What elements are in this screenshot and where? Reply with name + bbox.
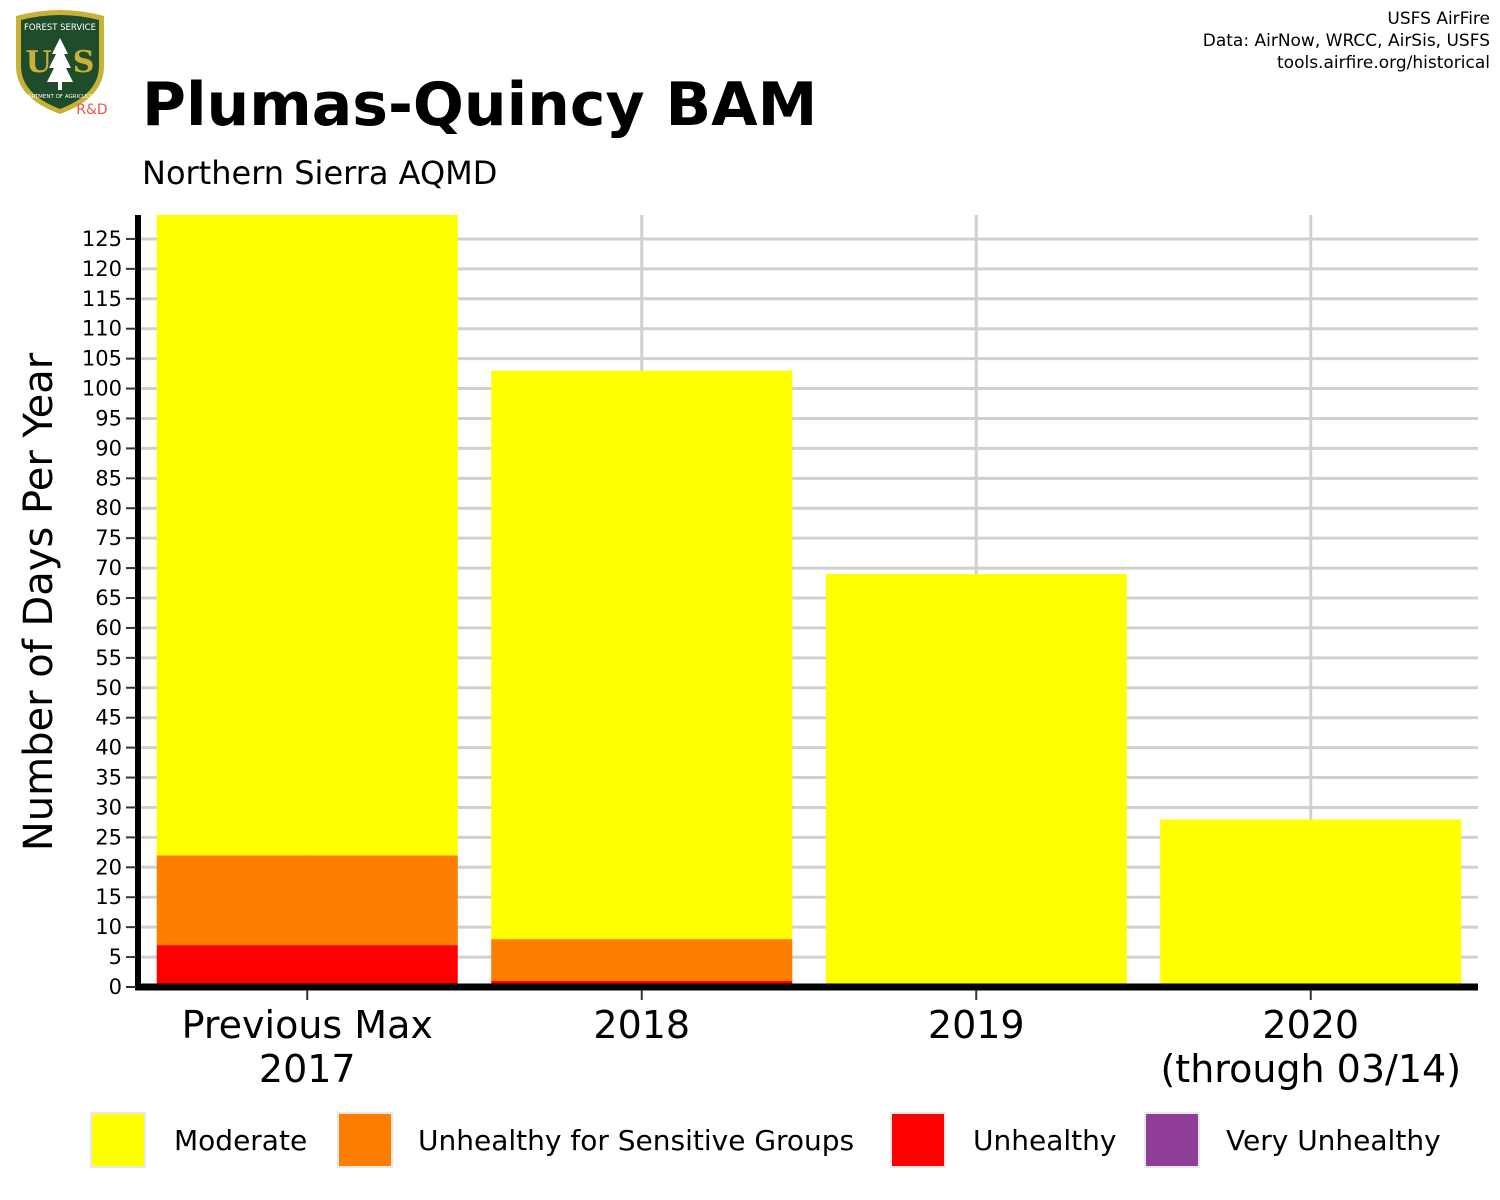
y-tick-label: 25: [95, 825, 122, 849]
logo-badge: R&D: [76, 102, 107, 118]
chart-subtitle: Northern Sierra AQMD: [142, 154, 498, 192]
axes: [135, 215, 1478, 991]
legend-label: Very Unhealthy: [1226, 1124, 1441, 1157]
legend-label: Unhealthy: [973, 1124, 1117, 1157]
y-tick-label: 125: [82, 227, 122, 251]
credit-line: Data: AirNow, WRCC, AirSis, USFS: [1202, 31, 1490, 51]
bar-segment: [1160, 819, 1462, 987]
y-tick-label: 100: [82, 377, 122, 401]
x-ticks: Previous Max 2017 2018 2019 2020 (through 03/…: [182, 990, 1461, 1091]
y-tick-label: 45: [95, 706, 122, 730]
bar-segment: [825, 574, 1127, 987]
logo-top-text: FOREST SERVICE: [24, 23, 96, 33]
credit-line: USFS AirFire: [1387, 9, 1490, 29]
legend-swatch: [337, 1112, 393, 1168]
y-tick-label: 105: [82, 347, 122, 371]
y-tick-label: 15: [95, 885, 122, 909]
y-tick-label: 0: [109, 975, 122, 999]
y-tick-label: 85: [95, 466, 122, 490]
x-tick-label: 2019: [928, 1003, 1025, 1047]
y-tick-label: 40: [95, 736, 122, 760]
y-tick-label: 70: [95, 556, 122, 580]
logo-bottom-text: DEPARTMENT OF AGRICULTURE: [17, 94, 104, 100]
y-tick-label: 110: [82, 317, 122, 341]
y-tick-label: 20: [95, 855, 122, 879]
x-tick-label: Previous Max 2017: [182, 1003, 433, 1091]
legend-label: Moderate: [174, 1124, 308, 1157]
legend-swatch: [890, 1112, 946, 1168]
y-tick-label: 30: [95, 795, 122, 819]
bar-segment: [491, 370, 793, 940]
y-tick-label: 90: [95, 436, 122, 460]
y-axis-label: Number of Days Per Year: [16, 352, 62, 851]
bar-segment: [491, 939, 793, 982]
logo-tree-icon: [47, 38, 73, 90]
y-tick-label: 80: [95, 496, 122, 520]
y-tick-label: 35: [95, 766, 122, 790]
y-tick-label: 10: [95, 915, 122, 939]
y-tick-label: 95: [95, 406, 122, 430]
forest-service-logo: FOREST SERVICE U S DEPARTMENT OF AGRICUL…: [16, 10, 108, 118]
legend-swatch: [1144, 1112, 1200, 1168]
y-tick-label: 120: [82, 257, 122, 281]
bar-segment: [156, 855, 458, 946]
y-tick-label: 55: [95, 646, 122, 670]
y-ticks: 0 5 10 15 20 25 30 35 40 45 50 55 60 65 70 75 80 85 90 95 10…: [82, 227, 136, 999]
legend-swatch: [90, 1112, 146, 1168]
y-tick-label: 75: [95, 526, 122, 550]
bar-segment: [156, 945, 458, 987]
y-tick-label: 50: [95, 676, 122, 700]
legend: Moderate Unhealthy for Sensitive Groups Un…: [0, 1110, 1500, 1170]
y-tick-label: 115: [82, 287, 122, 311]
y-tick-label: 60: [95, 616, 122, 640]
chart-title: Plumas-Quincy BAM: [142, 70, 818, 140]
bars: [156, 215, 1462, 987]
y-tick-label: 5: [109, 945, 122, 969]
bar-segment: [156, 215, 458, 856]
legend-label: Unhealthy for Sensitive Groups: [418, 1124, 855, 1157]
y-tick-label: 65: [95, 586, 122, 610]
credit-line: tools.airfire.org/historical: [1277, 53, 1490, 73]
x-tick-label: 2018: [593, 1003, 690, 1047]
credits: USFS AirFire Data: AirNow, WRCC, AirSis,…: [1203, 8, 1490, 74]
x-tick-label: 2020 (through 03/14): [1160, 1003, 1461, 1091]
